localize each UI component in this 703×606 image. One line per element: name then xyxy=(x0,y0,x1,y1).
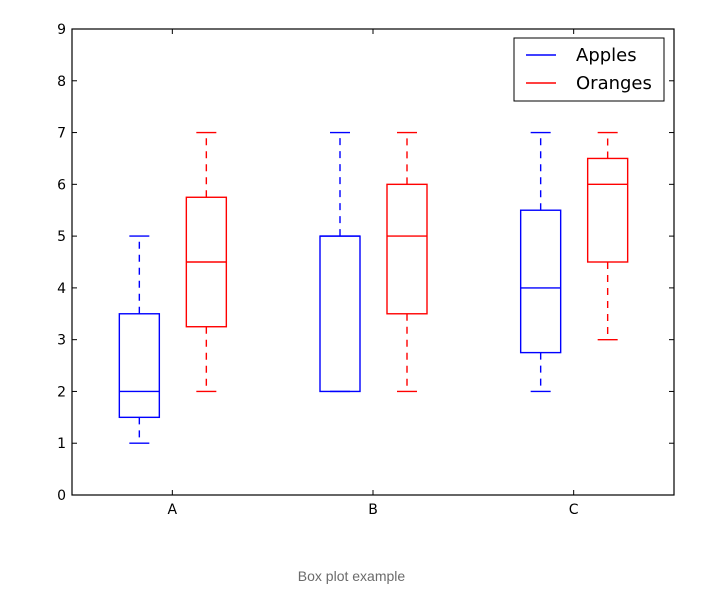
iqr-box xyxy=(586,157,629,263)
legend-label-apples: Apples xyxy=(576,45,637,66)
y-tick-label: 2 xyxy=(57,384,66,400)
y-tick-label: 1 xyxy=(57,436,66,452)
y-tick-label: 4 xyxy=(57,281,66,297)
x-tick-label: A xyxy=(168,502,178,518)
figure-caption: Box plot example xyxy=(297,568,406,584)
box-oranges-a xyxy=(185,131,228,393)
plot-area-frame xyxy=(71,28,675,496)
box-plot-figure: 0 1 2 3 4 5 6 7 8 9 A B C Apples Oranges xyxy=(57,22,675,518)
y-tick-label: 6 xyxy=(57,177,66,193)
legend-label-oranges: Oranges xyxy=(576,73,652,94)
legend: Apples Oranges xyxy=(513,37,665,102)
y-tick-label: 5 xyxy=(57,229,66,245)
legend-box xyxy=(513,37,665,102)
x-tick-label: B xyxy=(368,502,378,518)
y-tick-label: 0 xyxy=(57,488,66,504)
y-tick-label: 7 xyxy=(57,126,66,142)
y-tick-label: 9 xyxy=(57,22,66,38)
iqr-box xyxy=(118,313,161,419)
iqr-box xyxy=(519,209,562,354)
box-apples-c xyxy=(519,131,562,393)
y-tick-label: 3 xyxy=(57,333,66,349)
box-oranges-b xyxy=(386,131,428,393)
box-apples-a xyxy=(118,235,161,444)
box-oranges-c xyxy=(586,131,629,341)
y-tick-label: 8 xyxy=(57,74,66,90)
axis-ticks: 0 1 2 3 4 5 6 7 8 9 A B C xyxy=(57,22,674,518)
box-apples-b xyxy=(319,131,361,393)
iqr-box xyxy=(319,235,361,393)
iqr-box xyxy=(386,183,428,315)
boxes-layer xyxy=(118,131,629,444)
x-tick-label: C xyxy=(569,502,579,518)
